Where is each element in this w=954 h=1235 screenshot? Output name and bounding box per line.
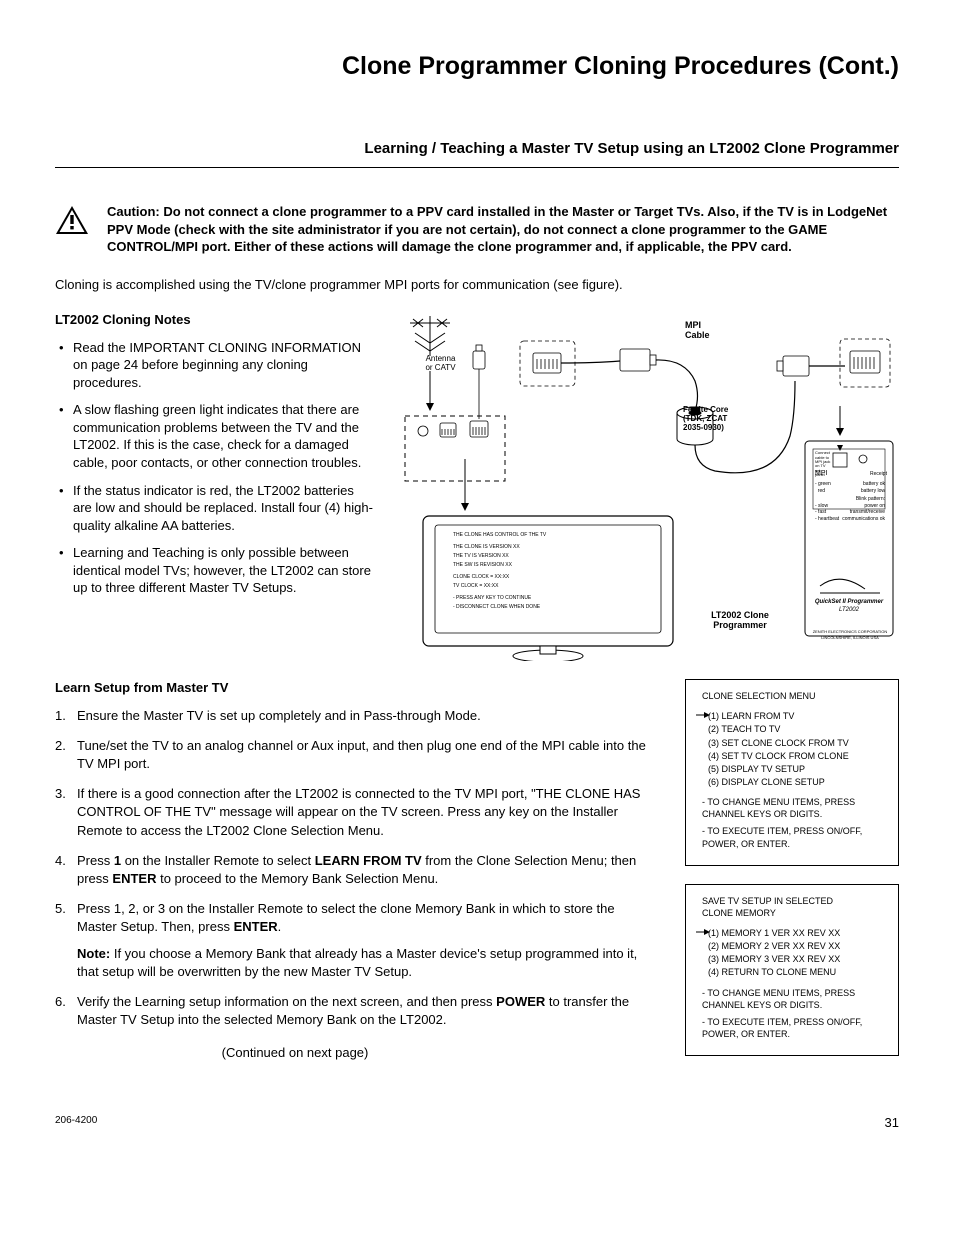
connection-diagram: Antenna or CATV MPI Cable Ferrite Core (… xyxy=(395,311,899,661)
menu1-item: (3) SET CLONE CLOCK FROM TV xyxy=(708,737,888,749)
mpi-cable-label: MPI Cable xyxy=(685,321,735,341)
intro-text: Cloning is accomplished using the TV/clo… xyxy=(55,276,899,294)
step-item: Ensure the Master TV is set up completel… xyxy=(55,707,655,725)
menu1-item: (4) SET TV CLOCK FROM CLONE xyxy=(708,750,888,762)
menu2-item: (3) MEMORY 3 VER XX REV XX xyxy=(708,953,888,965)
menu1-title: CLONE SELECTION MENU xyxy=(702,690,888,702)
programmer-legend: - greenbattery ok redbattery low Blink p… xyxy=(815,481,885,522)
note-item: If the status indicator is red, the LT20… xyxy=(55,482,375,535)
menu2-item: (1) MEMORY 1 VER XX REV XX xyxy=(708,928,840,938)
save-setup-menu: SAVE TV SETUP IN SELECTED CLONE MEMORY (… xyxy=(685,884,899,1056)
programmer-model: LT2002 xyxy=(813,607,885,614)
tv-screen-text: THE CLONE HAS CONTROL OF THE TV THE CLON… xyxy=(453,531,653,612)
footer-pagenum: 31 xyxy=(885,1114,899,1132)
page-footer: 206-4200 31 xyxy=(55,1114,899,1132)
step-item: Tune/set the TV to an analog channel or … xyxy=(55,737,655,773)
step-item: If there is a good connection after the … xyxy=(55,785,655,840)
note-item: A slow flashing green light indicates th… xyxy=(55,401,375,471)
menu1-item: (1) LEARN FROM TV xyxy=(708,711,794,721)
menu2-footer: - TO EXECUTE ITEM, PRESS ON/OFF, POWER, … xyxy=(702,1016,888,1040)
programmer-brand: QuickSet II Programmer xyxy=(813,599,885,606)
warning-icon xyxy=(55,205,89,235)
footer-docnum: 206-4200 xyxy=(55,1114,97,1132)
note-item: Read the IMPORTANT CLONING INFORMATION o… xyxy=(55,339,375,392)
menu1-footer: - TO CHANGE MENU ITEMS, PRESS CHANNEL KE… xyxy=(702,796,888,820)
menu1-item: (5) DISPLAY TV SETUP xyxy=(708,763,888,775)
step-item: Press 1 on the Installer Remote to selec… xyxy=(55,852,655,888)
steps-list: Ensure the Master TV is set up completel… xyxy=(55,707,655,1030)
receipt-label: Receipt xyxy=(870,471,887,478)
menu1-item: (2) TEACH TO TV xyxy=(708,723,888,735)
menu2-item: (4) RETURN TO CLONE MENU xyxy=(708,966,888,978)
notes-heading: LT2002 Cloning Notes xyxy=(55,311,375,329)
programmer-label: LT2002 Clone Programmer xyxy=(685,611,795,631)
step-item: Verify the Learning setup information on… xyxy=(55,993,655,1029)
clone-selection-menu: CLONE SELECTION MENU (1) LEARN FROM TV (… xyxy=(685,679,899,866)
step-item: Press 1, 2, or 3 on the Installer Remote… xyxy=(55,900,655,981)
menu-pointer-icon xyxy=(690,927,710,939)
mpi-note: Connect cable to MPI jack on TV set pane… xyxy=(815,451,831,477)
ferrite-label: Ferrite Core (TDK, ZCAT 2035-0930) xyxy=(683,406,753,432)
learn-heading: Learn Setup from Master TV xyxy=(55,679,655,697)
page-title: Clone Programmer Cloning Procedures (Con… xyxy=(55,50,899,84)
menu-pointer-icon xyxy=(690,710,710,722)
note-item: Learning and Teaching is only possible b… xyxy=(55,544,375,597)
continued-text: (Continued on next page) xyxy=(0,1044,655,1062)
caution-block: Caution: Do not connect a clone programm… xyxy=(55,203,899,256)
caution-text: Caution: Do not connect a clone programm… xyxy=(107,203,899,256)
section-title: Learning / Teaching a Master TV Setup us… xyxy=(55,139,899,168)
corp-footer: ZENITH ELECTRONICS CORPORATION LINCOLNSH… xyxy=(810,629,890,640)
menu2-title: SAVE TV SETUP IN SELECTED CLONE MEMORY xyxy=(702,895,888,919)
notes-list: Read the IMPORTANT CLONING INFORMATION o… xyxy=(55,339,375,597)
antenna-label: Antenna or CATV xyxy=(413,355,468,373)
menu2-item: (2) MEMORY 2 VER XX REV XX xyxy=(708,940,888,952)
menu1-item: (6) DISPLAY CLONE SETUP xyxy=(708,776,888,788)
menu1-footer: - TO EXECUTE ITEM, PRESS ON/OFF, POWER, … xyxy=(702,825,888,849)
menu2-footer: - TO CHANGE MENU ITEMS, PRESS CHANNEL KE… xyxy=(702,987,888,1011)
